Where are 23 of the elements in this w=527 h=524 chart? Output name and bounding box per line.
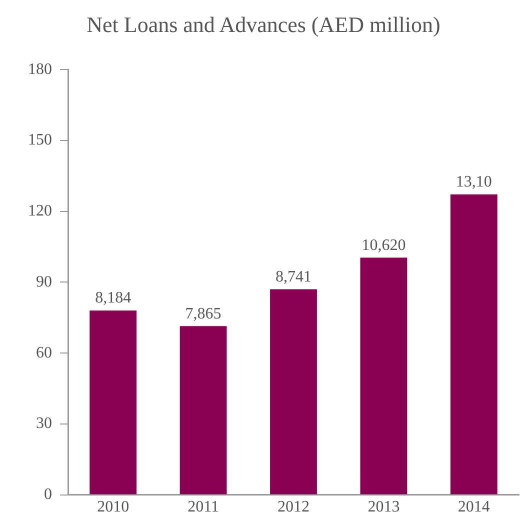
annotation: 8,184 xyxy=(95,290,132,307)
x-tick-label: 2011 xyxy=(188,498,220,516)
annotation: 8,741 xyxy=(276,268,312,286)
annotation: 10,620 xyxy=(362,236,406,254)
x-tick-label: 2013 xyxy=(368,498,400,516)
bar xyxy=(450,194,498,494)
bar xyxy=(90,310,137,494)
chart-title: Net Loans and Advances (AED million) xyxy=(86,11,442,39)
y-tick-label: 60 xyxy=(36,344,52,362)
x-tick-label: 2010 xyxy=(97,498,130,516)
x-tick-label: 2012 xyxy=(278,498,310,516)
y-tick-label: 90 xyxy=(36,273,52,290)
bar xyxy=(180,326,227,494)
y-tick-label: 180 xyxy=(28,60,52,78)
x-tick-label: 2014 xyxy=(458,498,490,516)
bar xyxy=(270,289,317,494)
y-tick-label: 0 xyxy=(44,486,52,504)
annotation: 13,10 xyxy=(456,174,492,191)
annotation: 7,865 xyxy=(185,305,222,322)
y-tick-label: 150 xyxy=(28,132,52,149)
y-tick-label: 120 xyxy=(28,202,52,220)
y-tick-label: 30 xyxy=(36,415,52,432)
bar xyxy=(360,258,408,494)
